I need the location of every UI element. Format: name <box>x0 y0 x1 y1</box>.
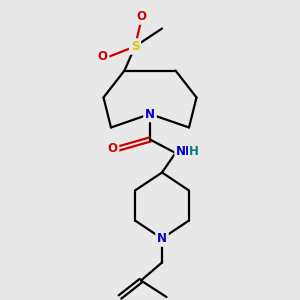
Text: H: H <box>189 145 199 158</box>
Text: NH: NH <box>176 145 196 158</box>
Text: O: O <box>136 10 146 23</box>
Text: O: O <box>98 50 108 64</box>
Text: N: N <box>157 232 167 245</box>
Text: S: S <box>131 40 139 53</box>
Text: N: N <box>145 107 155 121</box>
Text: O: O <box>107 142 118 155</box>
